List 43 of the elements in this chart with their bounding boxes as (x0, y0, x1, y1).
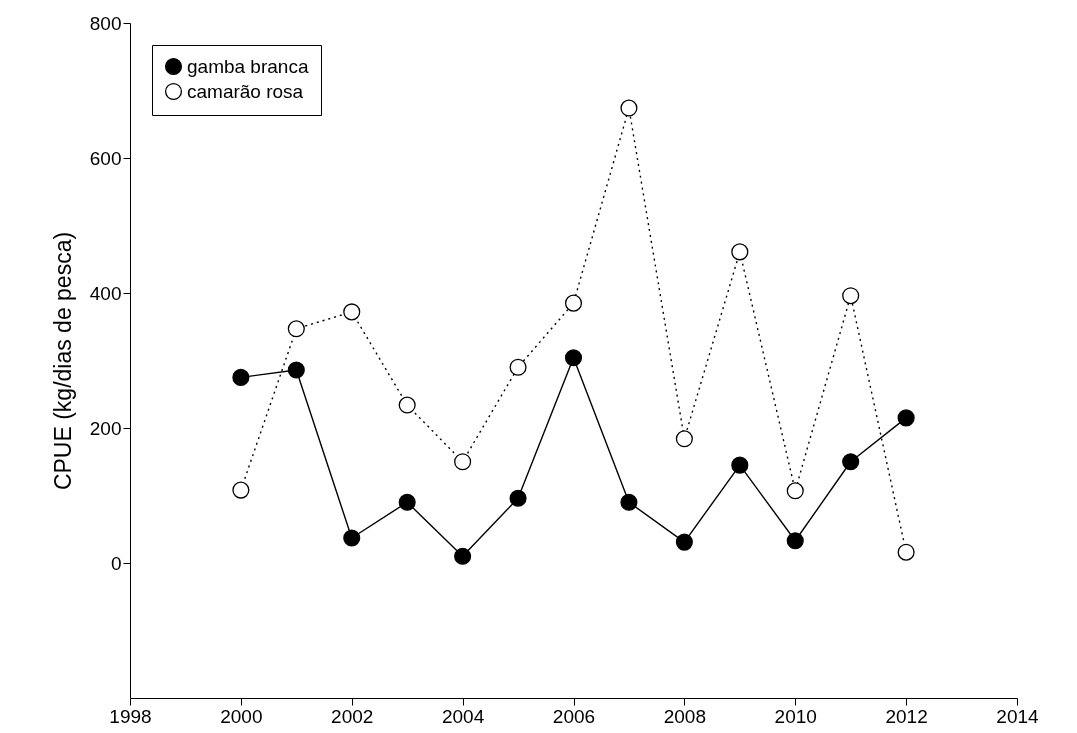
point (398, 396, 416, 414)
point (287, 320, 305, 338)
y-tick-label: 200 (89, 417, 122, 439)
point (454, 453, 472, 471)
x-tick-label: 2008 (663, 705, 707, 727)
point (509, 358, 527, 376)
point (287, 361, 305, 379)
point (842, 453, 860, 471)
point (509, 489, 527, 507)
y-tick-label: 800 (89, 12, 122, 34)
point (842, 287, 860, 305)
point (731, 456, 749, 474)
x-tick-label: 2010 (774, 705, 817, 727)
x-tick-label: 2004 (441, 705, 485, 727)
point (343, 303, 361, 321)
point (620, 99, 638, 117)
x-tick-label: 2006 (552, 705, 596, 727)
point (897, 543, 915, 561)
point (564, 349, 583, 367)
x-tick-label: 2002 (331, 705, 374, 727)
x-tick-label: 2014 (996, 705, 1040, 727)
point (786, 532, 804, 550)
x-tick-label: 2012 (885, 705, 928, 727)
y-tick-label: 400 (89, 282, 122, 304)
y-axis-title: CPUE (kg/dias de pesca) (49, 231, 76, 491)
legend-label: gamba branca (187, 55, 309, 77)
point (786, 482, 804, 500)
point (731, 243, 749, 261)
legend-label: camarão rosa (187, 80, 304, 102)
point (897, 409, 915, 427)
y-tick-label: 600 (89, 147, 122, 169)
point (398, 493, 416, 511)
y-tick-label: 0 (110, 552, 122, 574)
point (343, 529, 361, 547)
point (620, 493, 638, 511)
x-tick-label: 2000 (220, 705, 263, 727)
point (232, 481, 250, 499)
point (232, 368, 250, 386)
point (675, 533, 693, 551)
point (564, 294, 583, 312)
point (675, 430, 693, 448)
x-tick-label: 1998 (109, 705, 152, 727)
point (454, 547, 472, 565)
